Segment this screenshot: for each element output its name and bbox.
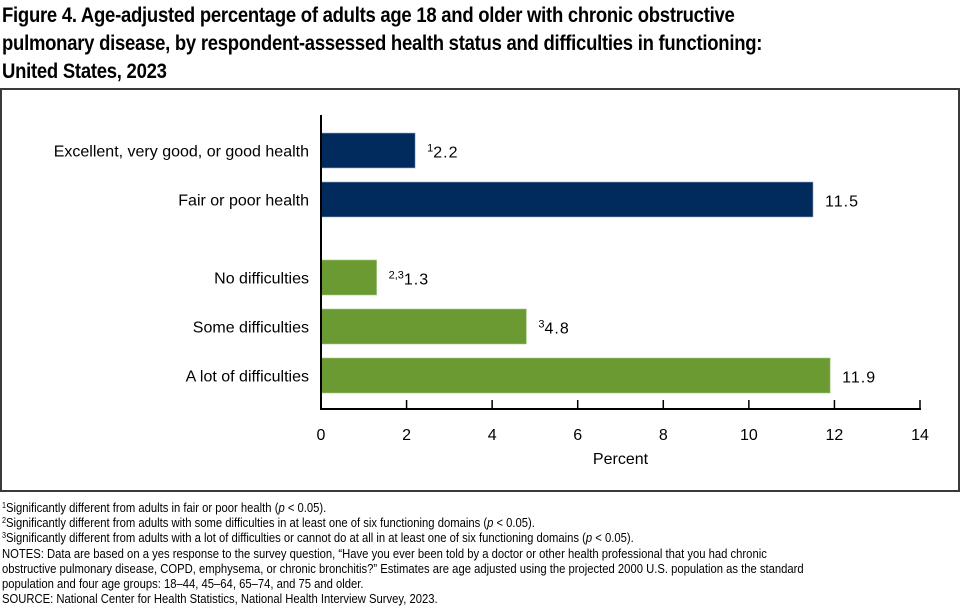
bar bbox=[320, 181, 814, 218]
category-label: A lot of difficulties bbox=[186, 369, 309, 386]
category-label: No difficulties bbox=[214, 271, 309, 288]
bar bbox=[320, 308, 527, 345]
data-label: 34.8 bbox=[538, 319, 569, 338]
x-axis: 0 2 4 6 8 10 12 14 Percent bbox=[317, 115, 929, 468]
figure-title-line: Figure 4. Age-adjusted percentage of adu… bbox=[2, 3, 735, 27]
x-tick-label: 2 bbox=[402, 427, 411, 444]
data-label-value: 1.3 bbox=[404, 272, 429, 289]
category-label: Fair or poor health bbox=[178, 193, 309, 210]
x-tick-label: 14 bbox=[911, 427, 929, 444]
notes-line: obstructive pulmonary disease, COPD, emp… bbox=[2, 561, 804, 576]
category-label: Excellent, very good, or good health bbox=[54, 144, 309, 161]
notes-line: population and four age groups: 18–44, 4… bbox=[2, 577, 364, 592]
bar bbox=[320, 357, 831, 394]
bar bbox=[320, 132, 416, 169]
x-tick-label: 4 bbox=[488, 427, 497, 444]
data-label: 12.2 bbox=[427, 143, 458, 162]
data-label-superscript: 2,3 bbox=[389, 270, 404, 282]
data-label: 2,31.3 bbox=[389, 270, 430, 289]
data-label-superscript: 3 bbox=[538, 319, 544, 331]
footnote-3: 3Significantly different from adults wit… bbox=[2, 531, 634, 546]
x-tick-label: 6 bbox=[573, 427, 582, 444]
x-tick-label: 8 bbox=[659, 427, 668, 444]
data-label-superscript: 1 bbox=[427, 143, 433, 155]
bars-layer: Excellent, very good, or good health 12.2… bbox=[54, 132, 876, 394]
figure-title-line: United States, 2023 bbox=[2, 59, 167, 83]
footnote-1: 1Significantly different from adults in … bbox=[2, 501, 327, 515]
x-tick-label: 10 bbox=[740, 427, 758, 444]
x-tick-label: 12 bbox=[826, 427, 844, 444]
data-label-value: 2.2 bbox=[433, 145, 458, 162]
x-tick-label: 0 bbox=[317, 427, 326, 444]
footnote-2: 2Significantly different from adults wit… bbox=[2, 516, 535, 531]
data-label-value: 4.8 bbox=[544, 321, 569, 338]
figure-title-line: pulmonary disease, by respondent-assesse… bbox=[2, 31, 763, 55]
data-label: 11.9 bbox=[842, 370, 876, 387]
footnotes-block: 1Significantly different from adults in … bbox=[2, 501, 956, 607]
x-axis-title: Percent bbox=[593, 451, 649, 468]
source-line: SOURCE: National Center for Health Stati… bbox=[2, 592, 438, 607]
notes-line: NOTES: Data are based on a yes response … bbox=[2, 546, 767, 561]
data-label: 11.5 bbox=[825, 194, 859, 211]
bar bbox=[320, 259, 377, 296]
category-label: Some difficulties bbox=[193, 320, 309, 337]
chart-frame bbox=[0, 88, 960, 492]
figure-title: Figure 4. Age-adjusted percentage of adu… bbox=[2, 1, 957, 85]
